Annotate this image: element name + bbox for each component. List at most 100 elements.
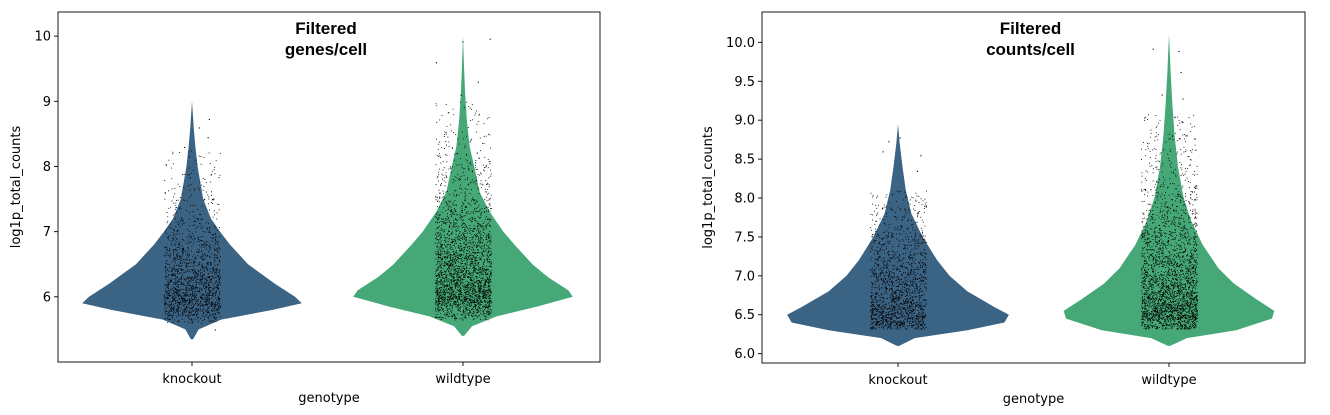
data-point	[466, 287, 468, 289]
data-point	[204, 285, 206, 287]
data-point	[895, 301, 896, 303]
data-point	[443, 221, 445, 223]
data-point	[449, 225, 450, 227]
data-point	[449, 305, 451, 307]
data-point	[475, 263, 477, 265]
data-point	[472, 319, 474, 321]
data-point	[904, 303, 906, 305]
data-point	[216, 241, 218, 243]
data-point	[468, 184, 469, 186]
data-point	[479, 290, 481, 291]
data-point	[457, 273, 458, 275]
data-point	[895, 233, 897, 235]
data-point	[885, 288, 887, 289]
data-point	[481, 242, 483, 244]
data-point	[445, 275, 447, 276]
data-point	[473, 262, 475, 264]
data-point	[462, 202, 464, 203]
data-point	[465, 293, 467, 295]
data-point	[189, 196, 191, 198]
data-point	[173, 251, 175, 253]
data-point	[208, 288, 210, 290]
data-point	[448, 220, 450, 221]
data-point	[876, 276, 877, 278]
data-point	[188, 174, 190, 176]
data-point	[490, 252, 492, 254]
data-point	[435, 303, 436, 305]
data-point	[478, 289, 480, 291]
data-point	[189, 280, 191, 282]
data-point	[192, 232, 193, 234]
data-point	[467, 285, 469, 286]
data-point	[451, 287, 453, 289]
data-point	[447, 311, 449, 313]
data-point	[440, 244, 442, 245]
data-point	[455, 268, 456, 270]
data-point	[459, 246, 461, 247]
data-point	[468, 303, 470, 304]
data-point	[178, 299, 180, 301]
data-point	[202, 178, 204, 179]
data-point	[215, 303, 217, 305]
data-point	[456, 282, 457, 283]
data-point	[466, 253, 468, 254]
data-point	[457, 304, 459, 306]
data-point	[460, 276, 461, 277]
data-point	[436, 269, 437, 271]
data-point	[188, 296, 190, 297]
data-point	[477, 225, 479, 227]
data-point	[871, 315, 873, 317]
data-point	[199, 245, 201, 246]
data-point	[888, 313, 890, 315]
data-point	[446, 302, 448, 304]
data-point	[185, 289, 187, 290]
data-point	[472, 299, 474, 301]
data-point	[880, 273, 881, 274]
data-point	[441, 296, 442, 298]
data-point	[480, 268, 481, 270]
data-point	[442, 304, 443, 306]
data-point	[187, 314, 189, 316]
data-point	[212, 305, 214, 307]
data-point	[179, 261, 181, 263]
data-point	[461, 254, 463, 255]
data-point	[193, 262, 195, 264]
data-point	[916, 305, 918, 307]
data-point	[461, 300, 462, 301]
data-point	[208, 251, 209, 253]
data-point	[923, 277, 925, 278]
data-point	[913, 299, 915, 301]
data-point	[490, 269, 492, 271]
data-point	[470, 273, 471, 274]
data-point	[870, 270, 871, 271]
data-point	[440, 250, 442, 252]
data-point	[920, 283, 922, 285]
data-point	[464, 231, 466, 232]
data-point	[183, 272, 185, 274]
data-point	[461, 278, 463, 280]
data-point	[216, 309, 218, 311]
data-point	[177, 268, 179, 270]
data-point	[194, 261, 196, 263]
data-point	[910, 310, 912, 312]
data-point	[437, 212, 439, 213]
data-point	[437, 289, 438, 291]
data-point	[185, 300, 187, 302]
data-point	[186, 278, 187, 280]
data-point	[173, 309, 175, 311]
data-point	[896, 269, 898, 271]
data-point	[170, 223, 172, 225]
data-point	[198, 271, 200, 273]
data-point	[905, 311, 907, 313]
data-point	[195, 287, 197, 288]
data-point	[473, 267, 475, 269]
data-point	[437, 267, 439, 268]
data-point	[171, 315, 173, 317]
data-point	[184, 295, 186, 297]
data-point	[167, 276, 169, 277]
data-point	[900, 316, 902, 318]
data-point	[470, 275, 472, 276]
data-point	[454, 214, 455, 215]
data-point	[453, 260, 455, 262]
data-point	[165, 263, 167, 265]
